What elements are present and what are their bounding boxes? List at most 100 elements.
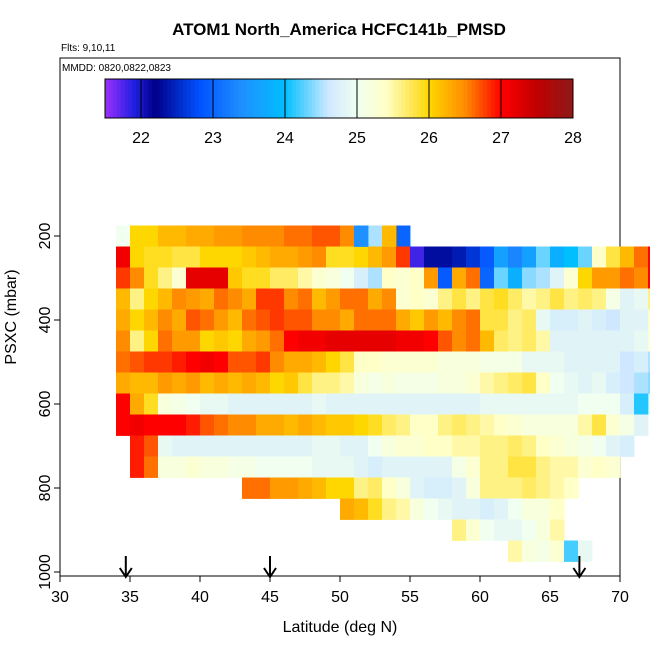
heatmap-cell xyxy=(228,435,243,457)
heatmap-cell xyxy=(536,456,551,478)
heatmap-cell xyxy=(130,309,145,331)
heatmap-cell xyxy=(550,330,565,352)
colorbar-segment xyxy=(557,79,562,118)
colorbar-segment xyxy=(510,79,515,118)
heatmap-cell xyxy=(298,330,313,352)
heatmap-cell xyxy=(242,393,257,415)
heatmap-cell xyxy=(242,456,257,478)
heatmap-cell xyxy=(466,498,481,520)
heatmap-cell xyxy=(396,477,411,499)
heatmap-cell xyxy=(494,372,509,394)
heatmap-cell xyxy=(536,519,551,541)
heatmap-cell xyxy=(522,414,537,436)
heatmap-cell xyxy=(298,477,313,499)
heatmap-cell xyxy=(466,246,481,268)
heatmap-cell xyxy=(340,498,355,520)
heatmap-cell xyxy=(214,435,229,457)
colorbar-segment xyxy=(186,79,192,118)
heatmap-cell xyxy=(480,309,495,331)
heatmap-cell xyxy=(340,246,355,268)
heatmap-cell xyxy=(424,309,439,331)
heatmap-cell xyxy=(242,435,257,457)
heatmap-cell xyxy=(452,519,467,541)
colorbar-segment xyxy=(381,79,387,118)
colorbar-segment xyxy=(370,79,375,118)
heatmap-cell xyxy=(606,456,621,478)
heatmap-cell xyxy=(564,540,579,562)
heatmap-cell xyxy=(508,372,523,394)
heatmap-cell xyxy=(312,372,327,394)
heatmap-cell xyxy=(340,393,355,415)
flights-label: Flts: 9,10,11 xyxy=(61,43,116,54)
heatmap-cell xyxy=(480,372,495,394)
heatmap-cell xyxy=(424,288,439,310)
colorbar-segment xyxy=(471,79,476,118)
heatmap-cell xyxy=(466,414,481,436)
heatmap-cell xyxy=(228,288,243,310)
heatmap-cell xyxy=(508,330,523,352)
heatmap-cell xyxy=(522,309,537,331)
heatmap-cell xyxy=(606,372,621,394)
colorbar-segment xyxy=(358,79,363,118)
heatmap-cell xyxy=(186,267,201,289)
flight-arrows xyxy=(118,556,587,579)
heatmap-cell xyxy=(354,351,369,373)
heatmap-cell xyxy=(452,330,467,352)
heatmap-cell xyxy=(438,435,453,457)
heatmap-cell xyxy=(620,330,635,352)
heatmap-cell xyxy=(648,288,650,310)
heatmap-cell xyxy=(494,267,509,289)
colorbar-segment xyxy=(229,79,235,118)
colorbar-segment xyxy=(105,79,110,118)
heatmap-cell xyxy=(186,435,201,457)
colorbar-segment xyxy=(237,79,242,118)
heatmap-cell xyxy=(340,309,355,331)
heatmap-cell xyxy=(536,477,551,499)
colorbar-segment xyxy=(436,79,441,118)
heatmap-cell xyxy=(410,288,425,310)
heatmap-cell xyxy=(298,288,313,310)
heatmap-cell xyxy=(256,393,271,415)
heatmap-cell xyxy=(592,435,607,457)
heatmap-cell xyxy=(592,393,607,415)
colorbar-segment xyxy=(198,79,203,118)
heatmap-cell xyxy=(438,372,453,394)
y-tick-label: 1000 xyxy=(37,554,54,590)
heatmap-cell xyxy=(312,288,327,310)
heatmap-cell xyxy=(144,330,159,352)
heatmap-cell xyxy=(284,309,299,331)
heatmap-cell xyxy=(326,225,341,247)
colorbar-segment xyxy=(171,79,176,118)
colorbar-segment xyxy=(206,79,211,118)
heatmap-cell xyxy=(536,372,551,394)
heatmap-cell xyxy=(256,225,271,247)
heatmap-cell xyxy=(536,267,551,289)
heatmap-cell xyxy=(354,309,369,331)
heatmap-cell xyxy=(256,456,271,478)
heatmap-cell xyxy=(312,225,327,247)
heatmap-cell xyxy=(424,456,439,478)
colorbar-segment xyxy=(487,79,492,118)
colorbar-segment xyxy=(362,79,367,118)
heatmap-cell xyxy=(564,456,579,478)
colorbar-segment xyxy=(140,79,145,118)
heatmap-cell xyxy=(634,351,649,373)
heatmap-cells xyxy=(116,225,650,562)
heatmap-cell xyxy=(466,477,481,499)
heatmap-cell xyxy=(382,414,397,436)
heatmap-cell xyxy=(480,414,495,436)
heatmap-cell xyxy=(606,435,621,457)
heatmap-cell xyxy=(550,435,565,457)
heatmap-cell xyxy=(592,246,607,268)
colorbar-tick-label: 25 xyxy=(348,130,366,147)
colorbar-segment xyxy=(350,79,356,118)
colorbar-segment xyxy=(268,79,274,118)
colorbar-segment xyxy=(502,79,508,118)
heatmap-cell xyxy=(508,435,523,457)
colorbar-segment xyxy=(401,79,406,118)
heatmap-cell xyxy=(284,435,299,457)
heatmap-cell xyxy=(312,351,327,373)
heatmap-cell xyxy=(228,372,243,394)
heatmap-cell xyxy=(648,309,650,331)
heatmap-cell xyxy=(270,435,285,457)
